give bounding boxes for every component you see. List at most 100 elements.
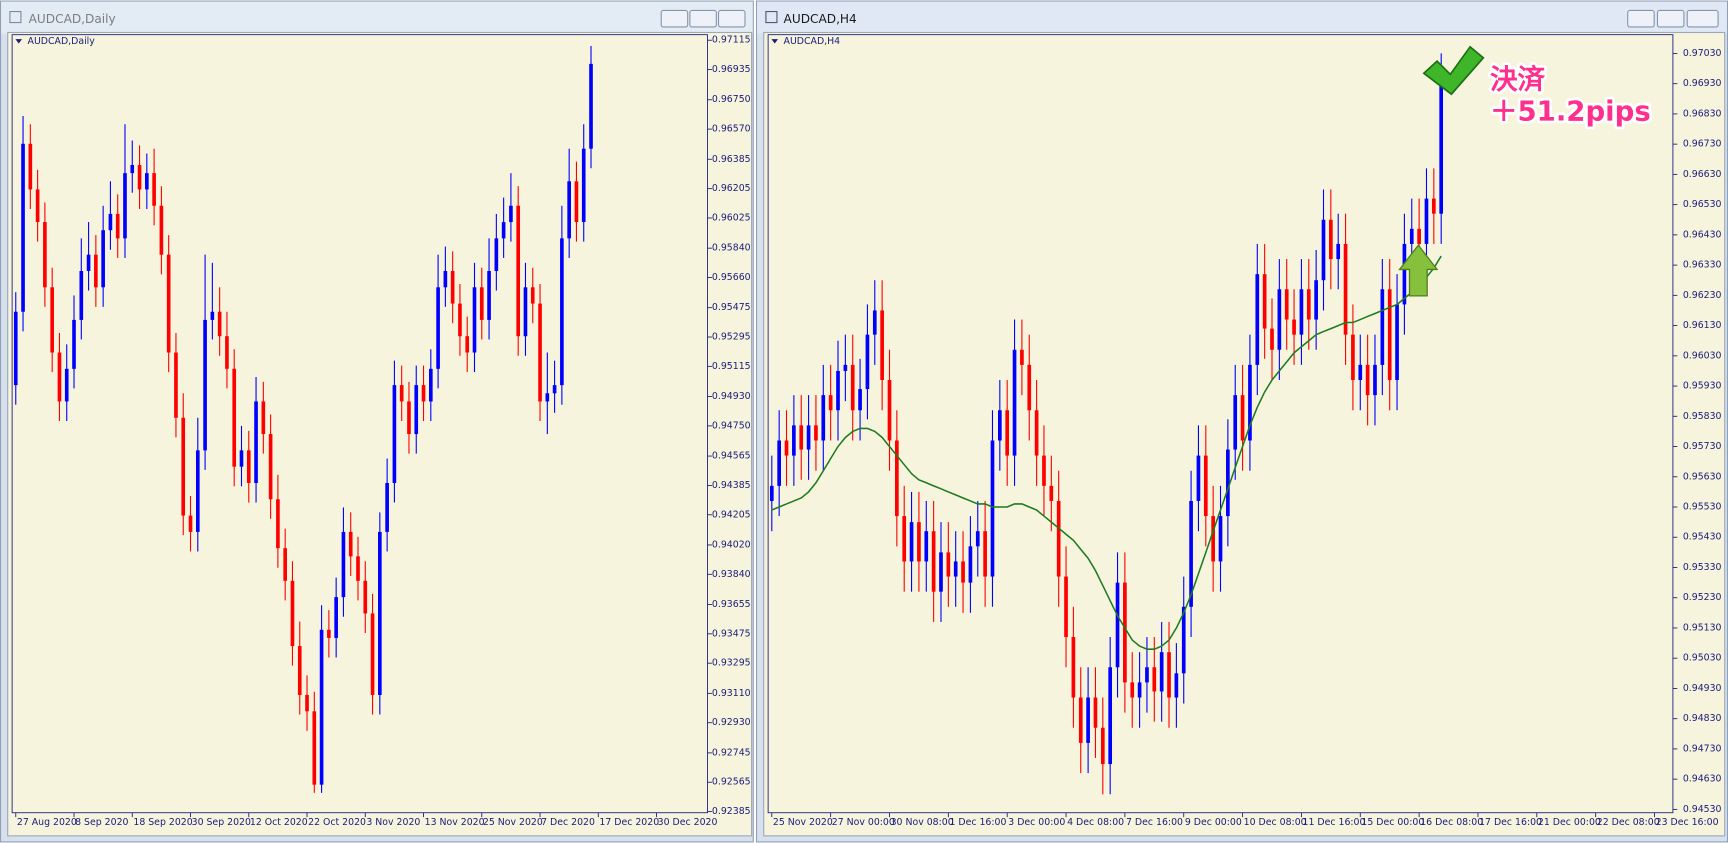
candle-body [86, 254, 91, 271]
y-tick-label: 0.92930 [712, 717, 751, 728]
x-tick-label: 30 Nov 08:00 [891, 817, 954, 828]
y-tick-label: 0.94630 [1683, 774, 1722, 785]
candle-body [1373, 364, 1377, 396]
maximize-button[interactable] [689, 9, 717, 28]
candle-body [487, 270, 491, 320]
candle-body [246, 450, 251, 483]
candle-body [1181, 606, 1186, 674]
candle-body [975, 531, 980, 547]
y-tick-label: 0.95930 [1683, 381, 1722, 392]
y-tick-label: 0.93655 [712, 599, 751, 610]
x-tick-label: 30 Dec 2020 [658, 817, 718, 828]
candle-body [1284, 289, 1289, 320]
y-tick-label: 0.95730 [1683, 441, 1722, 452]
candle-body [217, 311, 222, 337]
candle-body [560, 238, 564, 386]
candle-body [341, 531, 346, 598]
candle-body [210, 311, 215, 320]
candle-body [850, 364, 855, 411]
candle-body [1424, 198, 1429, 244]
candle-body [465, 336, 470, 353]
candle-body [530, 287, 535, 304]
y-tick-label: 0.96130 [1683, 320, 1722, 331]
y-tick-label: 0.96930 [1683, 78, 1722, 89]
candle-body [828, 395, 833, 411]
chart-layer: AUDCAD,Daily 0.97115 0.96935 0.96750 0.96570… [13, 35, 1722, 828]
maximize-button[interactable] [1656, 9, 1685, 28]
candle-body [1159, 652, 1164, 692]
candle-body [1306, 289, 1311, 320]
candle-body [1064, 576, 1068, 638]
candle-body [137, 164, 142, 190]
candle-body [784, 440, 789, 456]
candle-body [101, 230, 105, 288]
y-tick-label: 0.96205 [712, 183, 751, 194]
minimize-button[interactable] [660, 9, 689, 28]
candle-body [1196, 455, 1201, 501]
candle-body [769, 485, 774, 501]
candle-body [865, 334, 870, 390]
candle-body [13, 311, 18, 386]
x-tick-label: 16 Dec 08:00 [1420, 817, 1483, 828]
candle-body [1218, 516, 1223, 562]
candle-body [1439, 71, 1444, 214]
y-tick-label: 0.94385 [712, 480, 751, 491]
candle-body [1431, 198, 1436, 214]
candle-body [581, 148, 586, 223]
candle-body [1203, 455, 1208, 517]
x-tick-label: 17 Dec 2020 [599, 817, 659, 828]
candle-body [858, 389, 862, 411]
x-tick-label: 1 Dec 16:00 [949, 817, 1006, 828]
candle-body [72, 319, 76, 369]
candle-body [1078, 697, 1083, 743]
candle-body [130, 164, 135, 174]
chart-area [7, 31, 753, 837]
y-tick-label: 0.95230 [1683, 592, 1722, 603]
candle-body [939, 552, 943, 592]
chart-label-arrow [15, 39, 23, 44]
candle-body [57, 352, 62, 402]
window-icon [9, 10, 22, 24]
y-tick-label: 0.95840 [712, 243, 751, 254]
candle-body [997, 410, 1002, 441]
candle-body [1093, 697, 1098, 728]
candle-body [276, 499, 280, 549]
candle-body [1240, 395, 1245, 441]
candle-body [1167, 652, 1171, 698]
candle-body [968, 546, 973, 583]
candle-body [1321, 219, 1326, 281]
candle-body [1270, 328, 1274, 350]
candle-body [1152, 667, 1157, 692]
candle-body [1211, 516, 1215, 562]
y-tick-label: 0.96730 [1683, 139, 1722, 150]
y-tick-label: 0.94020 [712, 539, 751, 550]
candle-body [319, 629, 324, 785]
candle-body [1130, 682, 1135, 698]
candle-body [356, 556, 360, 581]
y-tick-label: 0.95115 [712, 361, 751, 372]
close-button[interactable] [717, 9, 746, 28]
candle-body [428, 368, 433, 402]
candle-body [421, 385, 426, 402]
candle-body [436, 287, 440, 369]
candle-body [1005, 410, 1010, 456]
candle-body [1351, 334, 1355, 381]
y-tick-label: 0.93475 [712, 628, 751, 639]
candle-body [895, 440, 899, 517]
y-tick-label: 0.93110 [712, 688, 751, 699]
x-tick-label: 10 Dec 08:00 [1244, 817, 1307, 828]
candle-body [305, 694, 309, 712]
y-tick-label: 0.96385 [712, 154, 751, 165]
chart-label: AUDCAD,Daily [28, 36, 96, 47]
up-arrow-icon [1398, 244, 1439, 297]
candle-body [538, 303, 542, 402]
candle-body [159, 205, 164, 255]
candle-body [399, 385, 404, 402]
minimize-button[interactable] [1627, 9, 1655, 28]
y-tick-label: 0.96430 [1683, 229, 1722, 240]
close-button[interactable] [1686, 9, 1719, 28]
y-tick-label: 0.93295 [712, 658, 751, 669]
candle-body [297, 646, 302, 695]
candle-body [567, 181, 571, 239]
